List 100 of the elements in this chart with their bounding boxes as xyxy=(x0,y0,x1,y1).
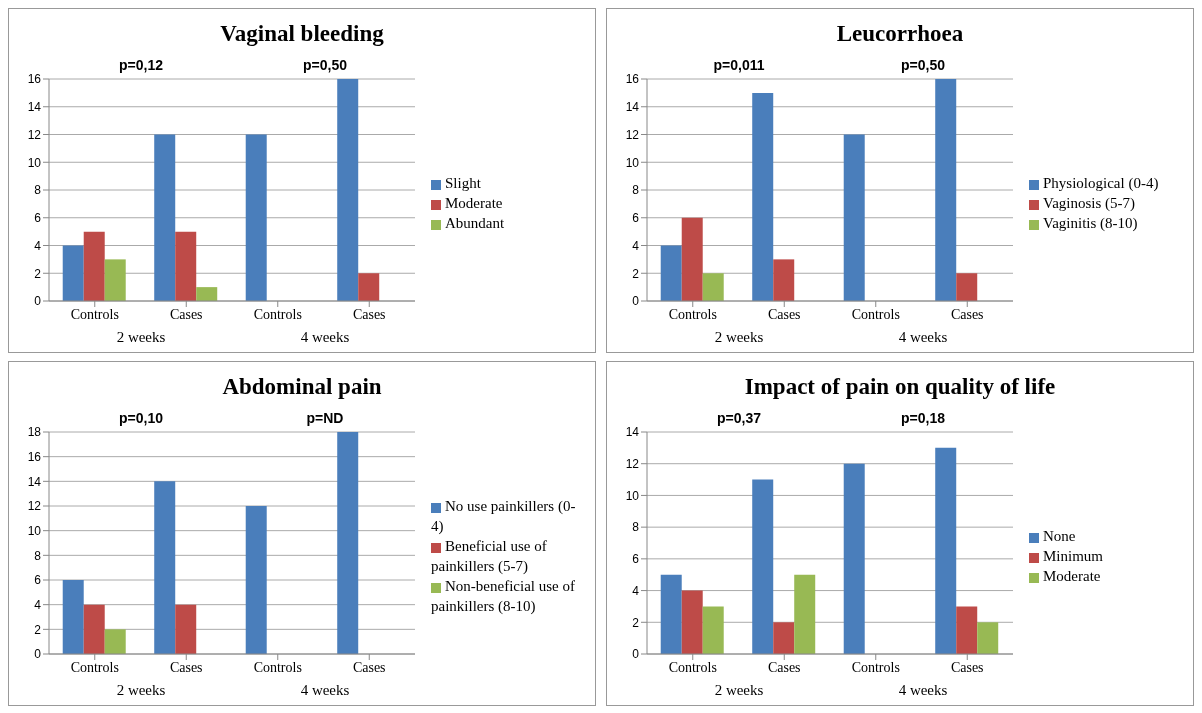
bar xyxy=(702,606,724,654)
chart-title: Abdominal pain xyxy=(221,374,383,401)
x-tick-label: Cases xyxy=(169,306,203,322)
bar xyxy=(681,217,703,301)
legend-label: Physiological (0-4) xyxy=(1043,175,1159,191)
bar xyxy=(245,134,267,301)
text: 4 weeks xyxy=(299,682,351,699)
y-tick-label: 2 xyxy=(34,266,42,281)
x-tick-label: Controls xyxy=(253,659,302,675)
x-tick-label: Cases xyxy=(950,306,984,322)
y-tick-label: 14 xyxy=(625,100,640,115)
text: 4 weeks xyxy=(299,329,351,346)
text: p=0,011 xyxy=(712,57,766,73)
bar xyxy=(752,92,774,301)
bar xyxy=(660,245,682,301)
y-tick-label: 12 xyxy=(27,499,42,514)
y-tick-label: 0 xyxy=(34,647,42,662)
y-tick-label: 14 xyxy=(27,100,42,115)
bar xyxy=(358,273,380,301)
y-tick-label: 6 xyxy=(34,573,42,588)
bar xyxy=(843,134,865,301)
legend-label: Slight xyxy=(445,175,481,191)
y-tick-label: 14 xyxy=(625,425,640,440)
text: 4 weeks xyxy=(897,682,949,699)
x-tick-label: Controls xyxy=(70,306,119,322)
y-tick-label: 8 xyxy=(632,183,640,198)
x-tick-label: Cases xyxy=(352,659,386,675)
y-tick-label: 10 xyxy=(625,155,640,170)
y-tick-label: 8 xyxy=(632,520,640,535)
chart-title: Vaginal bleeding xyxy=(219,21,385,48)
bar xyxy=(935,79,957,301)
bar xyxy=(175,604,197,654)
text: p=0,50 xyxy=(302,57,348,73)
text: 4 weeks xyxy=(897,329,949,346)
text: 2 weeks xyxy=(713,329,765,346)
bar xyxy=(83,604,105,654)
bar xyxy=(337,432,359,654)
y-tick-label: 2 xyxy=(34,622,42,637)
text: 2 weeks xyxy=(713,682,765,699)
y-tick-label: 0 xyxy=(632,294,640,309)
y-tick-label: 6 xyxy=(632,211,640,226)
y-tick-label: 6 xyxy=(632,552,640,567)
y-tick-label: 2 xyxy=(632,615,640,630)
y-tick-label: 4 xyxy=(632,238,640,253)
y-tick-label: 0 xyxy=(632,647,640,662)
legend-label: Moderate xyxy=(445,195,503,211)
bar xyxy=(62,245,84,301)
bar xyxy=(773,259,795,301)
bar xyxy=(935,447,957,654)
bar xyxy=(956,606,978,654)
y-tick-label: 12 xyxy=(625,127,640,142)
y-tick-label: 10 xyxy=(27,155,42,170)
text: 2 weeks xyxy=(115,682,167,699)
bar xyxy=(337,79,359,301)
bar xyxy=(83,231,105,301)
x-tick-label: Cases xyxy=(767,306,801,322)
chart-title: Impact of pain on quality of life xyxy=(743,374,1057,401)
bar xyxy=(773,622,795,654)
bar xyxy=(843,463,865,654)
y-tick-label: 16 xyxy=(625,72,640,87)
legend-label: None xyxy=(1043,528,1076,544)
y-tick-label: 0 xyxy=(34,294,42,309)
y-tick-label: 14 xyxy=(27,474,42,489)
y-tick-label: 12 xyxy=(625,456,640,471)
y-tick-label: 16 xyxy=(27,72,42,87)
x-tick-label: Cases xyxy=(767,659,801,675)
y-tick-label: 4 xyxy=(34,238,42,253)
bar xyxy=(104,629,126,654)
bar xyxy=(154,481,176,654)
bar xyxy=(702,273,724,301)
x-tick-label: Controls xyxy=(253,306,302,322)
y-tick-label: 12 xyxy=(27,127,42,142)
x-tick-label: Controls xyxy=(668,306,717,322)
legend-label: Non-beneficial use of painkillers (8-10) xyxy=(431,578,575,614)
text: 2 weeks xyxy=(115,329,167,346)
bar xyxy=(956,273,978,301)
legend-label: Minimum xyxy=(1043,548,1104,564)
legend-label: Abundant xyxy=(445,215,505,231)
text: p=0,12 xyxy=(118,57,164,73)
y-tick-label: 2 xyxy=(632,266,640,281)
legend-label: Moderate xyxy=(1043,568,1101,584)
x-tick-label: Cases xyxy=(169,659,203,675)
y-tick-label: 18 xyxy=(27,425,42,440)
x-tick-label: Controls xyxy=(851,659,900,675)
bar xyxy=(660,574,682,654)
x-tick-label: Cases xyxy=(352,306,386,322)
chart-title: Leucorrhoea xyxy=(835,21,965,48)
bar xyxy=(196,287,218,301)
x-tick-label: Controls xyxy=(668,659,717,675)
bar xyxy=(104,259,126,301)
y-tick-label: 16 xyxy=(27,449,42,464)
text: p=0,18 xyxy=(900,410,946,426)
legend-label: No use painkillers (0-4) xyxy=(431,498,576,534)
text: p=0,50 xyxy=(900,57,946,73)
x-tick-label: Cases xyxy=(950,659,984,675)
bar xyxy=(154,134,176,301)
x-tick-label: Controls xyxy=(70,659,119,675)
y-tick-label: 4 xyxy=(632,583,640,598)
y-tick-label: 8 xyxy=(34,183,42,198)
y-tick-label: 4 xyxy=(34,597,42,612)
